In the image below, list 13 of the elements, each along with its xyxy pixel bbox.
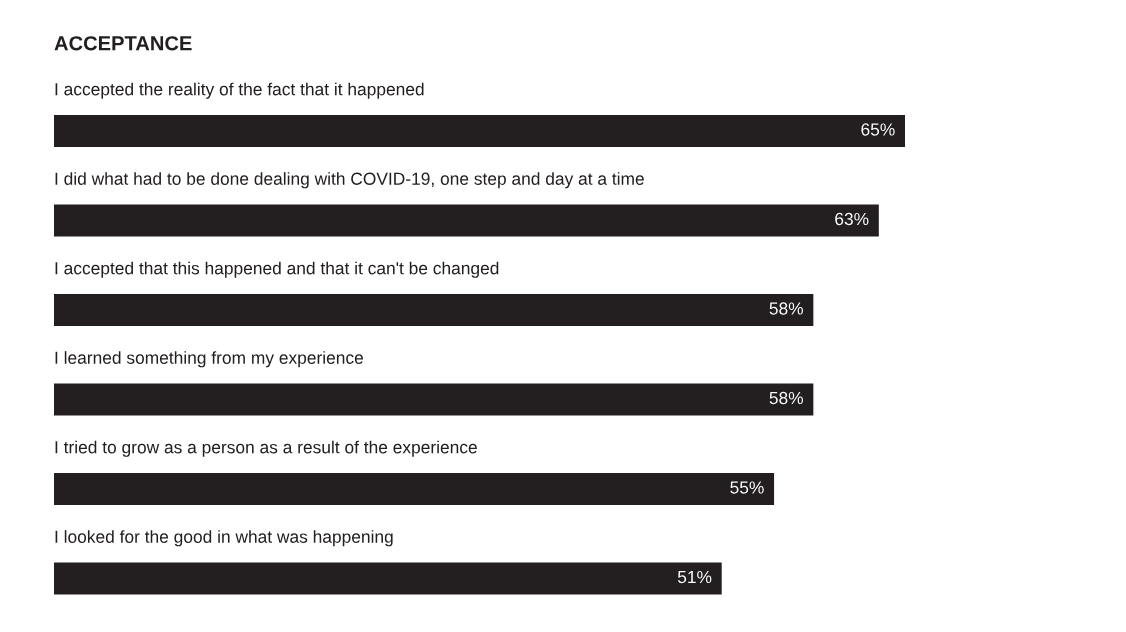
data-label: 55% — [730, 481, 764, 494]
y-tick-label: I tried to grow as a person as a result of the experience — [55, 440, 477, 457]
data-label: 58% — [769, 391, 804, 405]
data-label: 51% — [677, 570, 712, 584]
y-tick-label: I accepted that this happened and that it can't be changed — [55, 261, 499, 278]
data-label: 63% — [835, 212, 869, 226]
data-label: 58% — [769, 302, 804, 315]
y-tick-label: I learned something from my experience — [55, 351, 363, 368]
y-tick-label: I looked for the good in what was happening — [55, 530, 393, 547]
data-label: 65% — [861, 123, 895, 136]
y-tick-label: I accepted the reality of the fact that it happened — [55, 82, 424, 99]
y-tick-label: I did what had to be done dealing with COVID-19, one step and day at a time — [55, 172, 644, 189]
chart-title: ACCEPTANCE — [54, 36, 192, 51]
